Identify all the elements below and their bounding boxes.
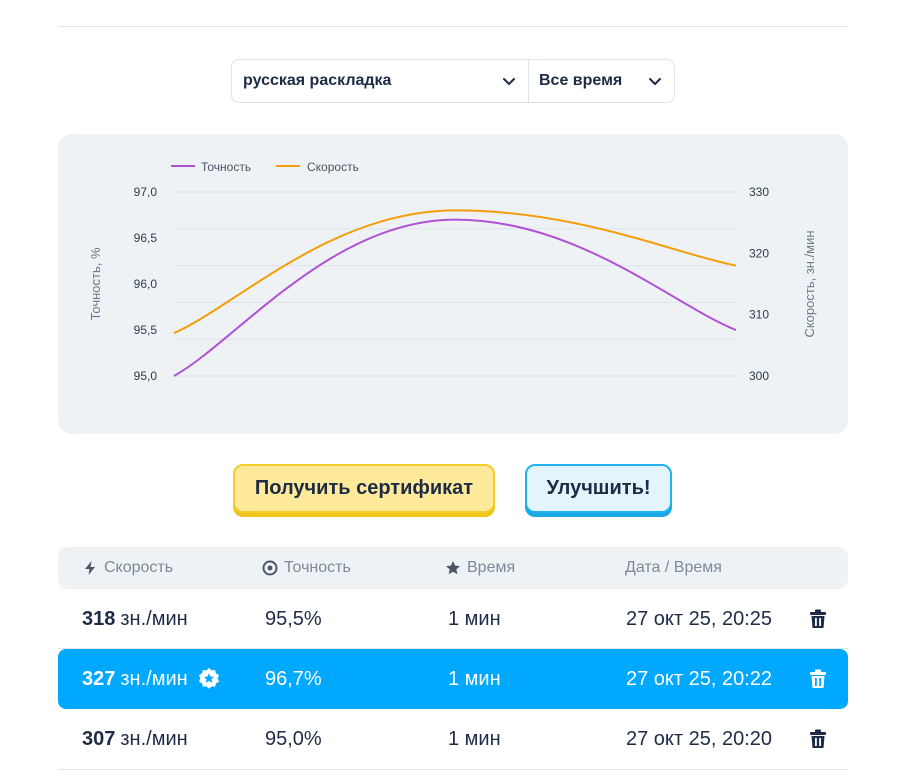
layout-select[interactable]: русская раскладка [232, 60, 529, 102]
header-datetime-label: Дата / Время [625, 559, 722, 576]
table-row[interactable]: 318 зн./мин 95,5% 1 мин 27 окт 25, 20:25 [58, 589, 848, 649]
row-time: 1 мин [448, 667, 501, 690]
speed-unit: зн./мин [120, 607, 188, 630]
delete-button[interactable] [809, 709, 827, 769]
header-time-label: Время [467, 559, 516, 576]
series-line-speed [173, 209, 737, 334]
row-accuracy: 96,7% [265, 667, 322, 690]
y-axis-label-left: Точность, % [88, 247, 103, 321]
speed-value: 307 [82, 727, 116, 750]
row-speed: 318 зн./мин [82, 589, 188, 649]
series-line-accuracy [173, 218, 737, 377]
header-datetime[interactable]: Дата / Время [625, 547, 722, 589]
row-divider [58, 769, 848, 770]
results-chart: Точность Скорость 95,0 95,5 96,0 96,5 97,0 3… [58, 134, 848, 434]
y-tick-right: 330 [749, 185, 769, 199]
row-speed: 327 зн./мин [82, 649, 221, 709]
table-row[interactable]: 307 зн./мин 95,0% 1 мин 27 окт 25, 20:20 [58, 709, 848, 769]
chart-svg: Точность Скорость 95,0 95,5 96,0 96,5 97,0 3… [88, 160, 817, 383]
header-accuracy-label: Точность [284, 559, 351, 576]
layout-select-value: русская раскладка [243, 72, 392, 89]
row-datetime: 27 окт 25, 20:20 [626, 727, 773, 750]
row-divider [58, 648, 848, 649]
legend-speed: Скорость [307, 160, 359, 174]
target-icon [262, 560, 278, 576]
speed-unit: зн./мин [120, 727, 188, 750]
results-table-header: Скорость Точность Время Дата / Время [58, 547, 848, 589]
row-datetime: 27 окт 25, 20:25 [626, 607, 773, 630]
delete-button[interactable] [809, 649, 827, 709]
speed-unit: зн./мин [120, 667, 188, 690]
header-time[interactable]: Время [445, 547, 515, 589]
speed-value: 327 [82, 667, 116, 690]
improve-button[interactable]: Улучшить! [525, 464, 672, 513]
trash-icon [810, 729, 826, 748]
trash-icon [810, 609, 826, 628]
get-certificate-button[interactable]: Получить сертификат [233, 464, 495, 513]
chevron-down-icon [503, 78, 515, 85]
legend-accuracy: Точность [201, 160, 251, 174]
delete-button[interactable] [809, 589, 827, 649]
header-speed-label: Скорость [104, 559, 174, 576]
star-icon [446, 561, 460, 575]
chevron-down-icon [649, 78, 661, 85]
lightning-icon [85, 561, 95, 575]
row-speed: 307 зн./мин [82, 709, 188, 769]
y-tick-right: 310 [749, 308, 769, 322]
period-select-value: Все время [539, 72, 623, 89]
row-datetime: 27 окт 25, 20:22 [626, 667, 773, 690]
y-tick-left: 95,0 [134, 369, 158, 383]
y-tick-right: 320 [749, 246, 769, 260]
best-result-badge-icon [198, 668, 219, 689]
speed-value: 318 [82, 607, 116, 630]
row-accuracy: 95,0% [265, 727, 322, 750]
y-tick-left: 96,0 [134, 277, 158, 291]
header-accuracy[interactable]: Точность [262, 547, 351, 589]
period-select[interactable]: Все время [529, 60, 674, 102]
top-divider [58, 26, 848, 27]
row-accuracy: 95,5% [265, 607, 322, 630]
y-axis-label-right: Скорость, зн./мин [802, 230, 817, 337]
y-tick-left: 95,5 [134, 323, 158, 337]
trash-icon [810, 669, 826, 688]
row-time: 1 мин [448, 727, 501, 750]
row-time: 1 мин [448, 607, 501, 630]
header-speed[interactable]: Скорость [82, 547, 173, 589]
y-tick-left: 96,5 [134, 231, 158, 245]
y-tick-left: 97,0 [134, 185, 158, 199]
filter-selectors: русская раскладка Все время [231, 59, 675, 103]
y-tick-right: 300 [749, 369, 769, 383]
table-row-best[interactable]: 327 зн./мин 96,7% 1 мин 27 окт 25, 20:22 [58, 649, 848, 709]
